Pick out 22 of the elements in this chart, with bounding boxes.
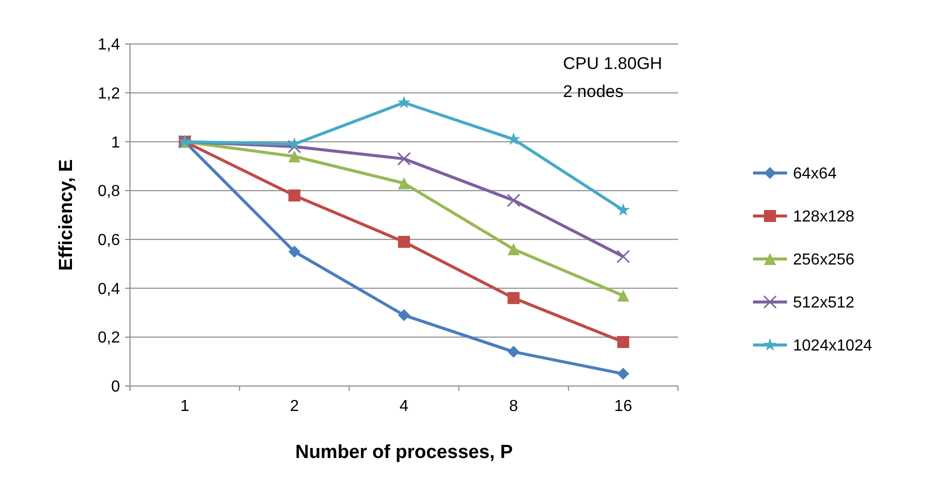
y-tick-label: 0,6: [98, 232, 120, 250]
x-tick-label: 16: [614, 398, 632, 415]
x-axis-title: Number of processes, P: [295, 442, 514, 463]
legend-label: 64x64: [793, 166, 837, 183]
annotation: 2 nodes: [563, 82, 624, 101]
x-tick-label: 1: [180, 398, 190, 415]
legend-label: 128x128: [793, 208, 854, 226]
y-tick-label: 0,2: [98, 330, 120, 347]
legend-label: 1024x1024: [793, 338, 872, 355]
y-tick-label: 1,4: [98, 36, 120, 54]
y-tick-label: 0: [111, 378, 120, 396]
y-tick-label: 0,4: [98, 280, 120, 298]
x-tick-label: 4: [400, 398, 409, 415]
y-axis-title: Efficiency, E: [56, 159, 77, 271]
legend-label: 512x512: [793, 294, 854, 312]
x-tick-label: 2: [290, 398, 299, 415]
x-tick-label: 8: [509, 398, 518, 415]
y-tick-label: 0,8: [98, 183, 120, 200]
y-tick-label: 1,2: [98, 85, 120, 102]
y-tick-label: 1: [111, 134, 120, 152]
annotation: CPU 1.80GH: [563, 54, 662, 73]
legend-label: 256x256: [793, 252, 854, 269]
